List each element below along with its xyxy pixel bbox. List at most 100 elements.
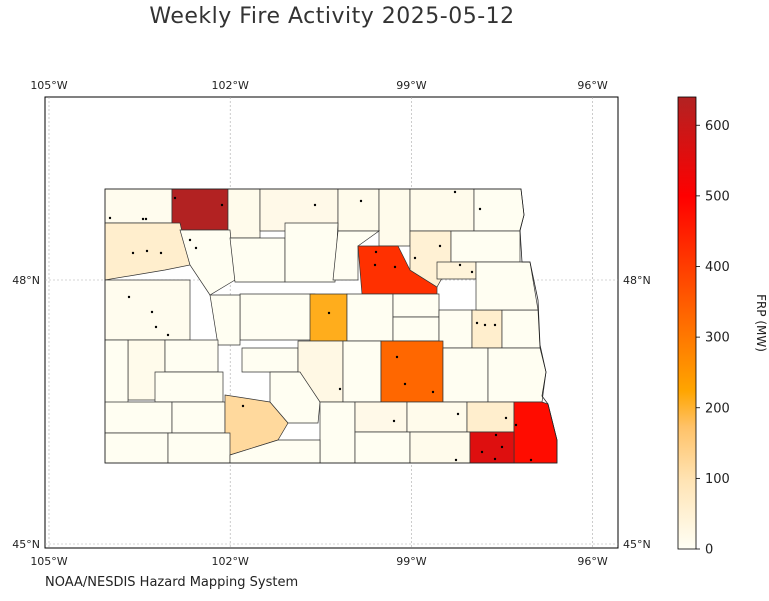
- county-grand-forks: Grand Forks: [475, 261, 539, 311]
- county-eddy: Eddy: [392, 293, 440, 318]
- colorbar-tick-label: 500: [705, 189, 730, 204]
- lon-tick-top: 99°W: [396, 79, 426, 92]
- hotspot-marker: [413, 256, 417, 260]
- county-hettinger: Hettinger: [171, 401, 226, 434]
- colorbar-label: FRP (MW): [754, 294, 768, 352]
- hotspot-marker: [458, 263, 462, 267]
- county-towner: Towner: [378, 188, 411, 247]
- colorbar-tick-label: 100: [705, 472, 730, 487]
- hotspot-marker: [194, 246, 198, 250]
- hotspot-marker: [500, 445, 504, 449]
- county-kidder: Kidder: [342, 340, 382, 403]
- county-layer: DivideBurkeRenvilleBottineauRoletteTowne…: [104, 188, 558, 464]
- hotspot-marker: [131, 251, 135, 255]
- hotspot-marker: [438, 244, 442, 248]
- county-mountrail: Mountrail: [179, 229, 236, 296]
- hotspot-marker: [173, 196, 177, 200]
- hotspot-marker: [480, 450, 484, 454]
- county-cass: Cass: [487, 347, 547, 403]
- hotspot-marker: [338, 387, 342, 391]
- hotspot-marker: [359, 199, 363, 203]
- county-mckenzie: McKenzie: [104, 279, 191, 341]
- county-cavalier: Cavalier: [409, 188, 475, 232]
- county-walsh: Walsh: [450, 230, 521, 263]
- colorbar-tick-label: 0: [705, 543, 713, 558]
- lon-tick-bottom: 96°W: [577, 555, 607, 568]
- hotspot-marker: [166, 333, 170, 337]
- county-sioux: Sioux: [229, 439, 321, 464]
- hotspot-marker: [456, 412, 460, 416]
- county-sargent: Sargent: [469, 431, 515, 464]
- county-golden-valley: Golden Valley: [104, 339, 129, 411]
- state-outline: [104, 188, 558, 464]
- county-sheridan: Sheridan: [309, 293, 348, 342]
- hotspot-marker: [470, 270, 474, 274]
- hotspot-marker: [188, 238, 192, 242]
- lon-tick-bottom: 102°W: [212, 555, 249, 568]
- hotspot-marker: [529, 458, 533, 462]
- colorbar-tick-label: 300: [705, 331, 730, 346]
- county-foster: Foster: [392, 316, 440, 342]
- hotspot-marker: [453, 190, 457, 194]
- lon-tick-bottom: 105°W: [30, 555, 67, 568]
- county-mcintosh: McIntosh: [354, 431, 411, 464]
- hotspot-marker: [493, 457, 497, 461]
- lat-tick-left: 48°N: [12, 274, 40, 287]
- hotspot-marker: [241, 404, 245, 408]
- county-pierce: Pierce: [332, 230, 381, 281]
- hotspot-marker: [145, 249, 149, 253]
- colorbar: [677, 96, 697, 550]
- hotspot-marker: [431, 390, 435, 394]
- hotspot-marker: [494, 433, 498, 437]
- hotspot-marker: [483, 323, 487, 327]
- county-billings: Billings: [164, 339, 219, 373]
- hotspot-marker: [159, 251, 163, 255]
- county-bowman: Bowman: [104, 432, 169, 464]
- hotspot-marker: [403, 382, 407, 386]
- colorbar-ticks: 0 100 200 300 400 500 600: [696, 119, 730, 558]
- hotspot-marker: [108, 216, 112, 220]
- county-griggs: Griggs: [438, 309, 473, 349]
- colorbar-tick-label: 400: [705, 260, 730, 275]
- colorbar-tick-label: 200: [705, 401, 730, 416]
- county-traill: Traill: [501, 309, 541, 349]
- axis-ticks: 105°W 105°W 102°W 102°W 99°W 99°W 96°W 96°W 48°N…: [12, 79, 650, 568]
- lat-tick-right: 45°N: [623, 538, 651, 551]
- county-nelson: Nelson: [436, 261, 477, 280]
- county-mclean: McLean: [209, 294, 241, 346]
- county-divide: Divide: [104, 188, 173, 224]
- hotspot-marker: [313, 203, 317, 207]
- hotspot-marker: [327, 311, 331, 315]
- hotspot-marker: [220, 203, 224, 207]
- data-credit: NOAA/NESDIS Hazard Mapping System: [45, 575, 299, 590]
- county-renville: Renville: [227, 188, 261, 239]
- county-emmons: Emmons: [319, 401, 356, 464]
- county-steele: Steele: [471, 309, 503, 349]
- county-slope: Slope: [104, 401, 173, 434]
- hotspot-marker: [144, 217, 148, 221]
- hotspot-marker: [374, 250, 378, 254]
- hotspot-marker: [141, 217, 145, 221]
- hotspot-marker: [154, 325, 158, 329]
- hotspot-marker: [150, 310, 154, 314]
- county-morton: Morton: [269, 371, 321, 424]
- hotspot-marker: [127, 295, 131, 299]
- hotspot-marker: [475, 321, 479, 325]
- hotspot-marker: [478, 207, 482, 211]
- county-adams: Adams: [167, 432, 231, 464]
- county-barnes: Barnes: [442, 347, 489, 403]
- county-ransom: Ransom: [466, 401, 515, 433]
- county-wells: Wells: [346, 293, 394, 342]
- fire-hotspots: [108, 190, 533, 462]
- lon-tick-bottom: 99°W: [396, 555, 426, 568]
- hotspot-marker: [493, 323, 497, 327]
- hotspot-marker: [454, 458, 458, 462]
- county-logan: Logan: [354, 401, 408, 433]
- county-ward: Ward: [229, 237, 286, 283]
- county-mercer: Mercer: [239, 293, 316, 341]
- county-mchenry: McHenry: [284, 222, 339, 283]
- lat-tick-right: 48°N: [623, 274, 651, 287]
- county-lamoure: LaMoure: [406, 401, 468, 433]
- county-rolette: Rolette: [337, 188, 380, 232]
